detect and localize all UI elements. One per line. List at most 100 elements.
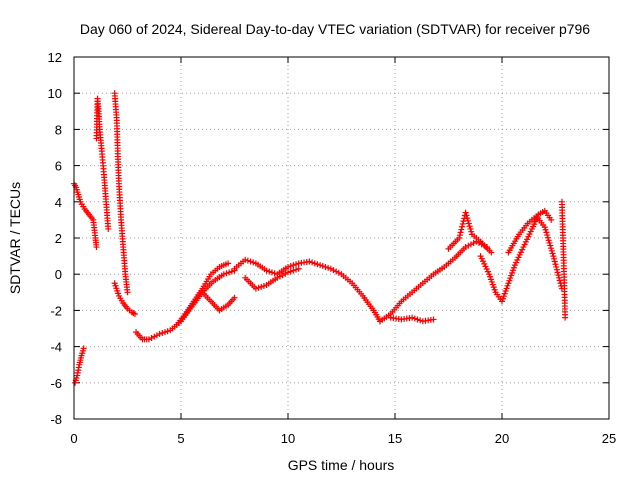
axis-ticks: 0 5 10 15 20 25 -8 -6 -4 -2 0 2 4 6 8 10 12 (48, 50, 617, 446)
data-point (258, 283, 265, 290)
data-point (330, 267, 337, 274)
data-point (244, 257, 251, 264)
data-point (548, 216, 555, 223)
data-point (309, 259, 316, 266)
data-point (458, 226, 465, 233)
series-final (558, 198, 569, 321)
data-point (287, 263, 294, 270)
data-point (266, 268, 273, 275)
data-point (457, 229, 464, 236)
y-tick-label: -2 (50, 303, 62, 318)
data-point (148, 335, 155, 342)
data-point (225, 260, 232, 267)
x-tick-label: 0 (70, 431, 77, 446)
data-point (543, 229, 550, 236)
data-point (548, 245, 555, 252)
data-point (467, 225, 474, 232)
data-point (285, 269, 291, 276)
data-point (470, 239, 477, 246)
data-point (295, 265, 302, 272)
data-point (542, 226, 549, 233)
series-evening-rise (377, 238, 491, 325)
data-point (276, 273, 283, 280)
data-point (226, 269, 233, 276)
series-evening-upper (445, 209, 495, 256)
data-point (554, 269, 561, 276)
data-point (263, 267, 270, 274)
data-point (131, 311, 138, 318)
data-point (93, 244, 100, 251)
y-tick-label: 12 (48, 50, 62, 65)
data-point (430, 316, 437, 323)
series-spike-1 (93, 95, 112, 232)
data-point (335, 269, 342, 276)
data-point (156, 330, 163, 337)
data-point (553, 266, 560, 273)
grid-lines (74, 57, 609, 419)
x-axis-label: GPS time / hours (288, 457, 395, 473)
data-point (282, 270, 289, 277)
data-point (546, 239, 553, 246)
data-point (553, 263, 560, 270)
data-point (555, 272, 562, 279)
data-points (71, 90, 569, 386)
data-point (231, 294, 238, 301)
y-tick-label: -8 (50, 412, 62, 427)
data-point (466, 223, 473, 230)
data-point (145, 336, 152, 343)
y-tick-label: -6 (50, 376, 62, 391)
data-point (161, 329, 168, 336)
data-point (544, 232, 551, 239)
series-evening-flat (387, 314, 437, 325)
data-point (268, 269, 275, 276)
data-point (255, 284, 262, 291)
data-point (279, 272, 286, 279)
x-tick-label: 5 (177, 431, 184, 446)
series-midday-b (242, 265, 302, 292)
data-point (80, 345, 87, 352)
data-point (317, 262, 324, 269)
plot-frame (73, 56, 610, 420)
x-tick-label: 15 (388, 431, 402, 446)
data-point (242, 256, 249, 263)
series-dip-branch (111, 280, 138, 318)
data-point (462, 209, 469, 216)
series-trough (133, 267, 238, 343)
data-point (462, 244, 469, 251)
y-tick-label: 10 (48, 86, 62, 101)
data-point (105, 225, 112, 232)
data-point (306, 258, 313, 265)
x-tick-label: 20 (495, 431, 509, 446)
data-point (260, 282, 267, 289)
data-point (311, 260, 318, 267)
series-low-branch (199, 289, 238, 314)
y-tick-label: 4 (55, 195, 62, 210)
y-tick-label: -4 (50, 340, 62, 355)
y-tick-label: 2 (55, 231, 62, 246)
data-point (409, 314, 416, 321)
data-point (293, 261, 300, 268)
data-point (549, 250, 556, 257)
x-tick-label: 10 (281, 431, 295, 446)
data-point (293, 266, 300, 273)
data-point (247, 258, 254, 265)
data-point (159, 330, 166, 337)
data-point (551, 255, 558, 262)
data-point (551, 258, 558, 265)
series-early-pass-b (72, 345, 87, 386)
series-midday (231, 256, 384, 325)
data-point (333, 268, 340, 275)
data-point (314, 261, 321, 268)
y-tick-label: 0 (55, 267, 62, 282)
data-point (488, 249, 495, 256)
data-point (327, 265, 334, 272)
data-point (465, 220, 472, 227)
data-point (411, 315, 418, 322)
data-point (228, 268, 235, 275)
data-point (250, 259, 257, 266)
y-axis-label: SDTVAR / TECUs (7, 182, 23, 294)
data-point (252, 285, 259, 292)
x-tick-label: 25 (602, 431, 616, 446)
data-point (463, 212, 470, 219)
